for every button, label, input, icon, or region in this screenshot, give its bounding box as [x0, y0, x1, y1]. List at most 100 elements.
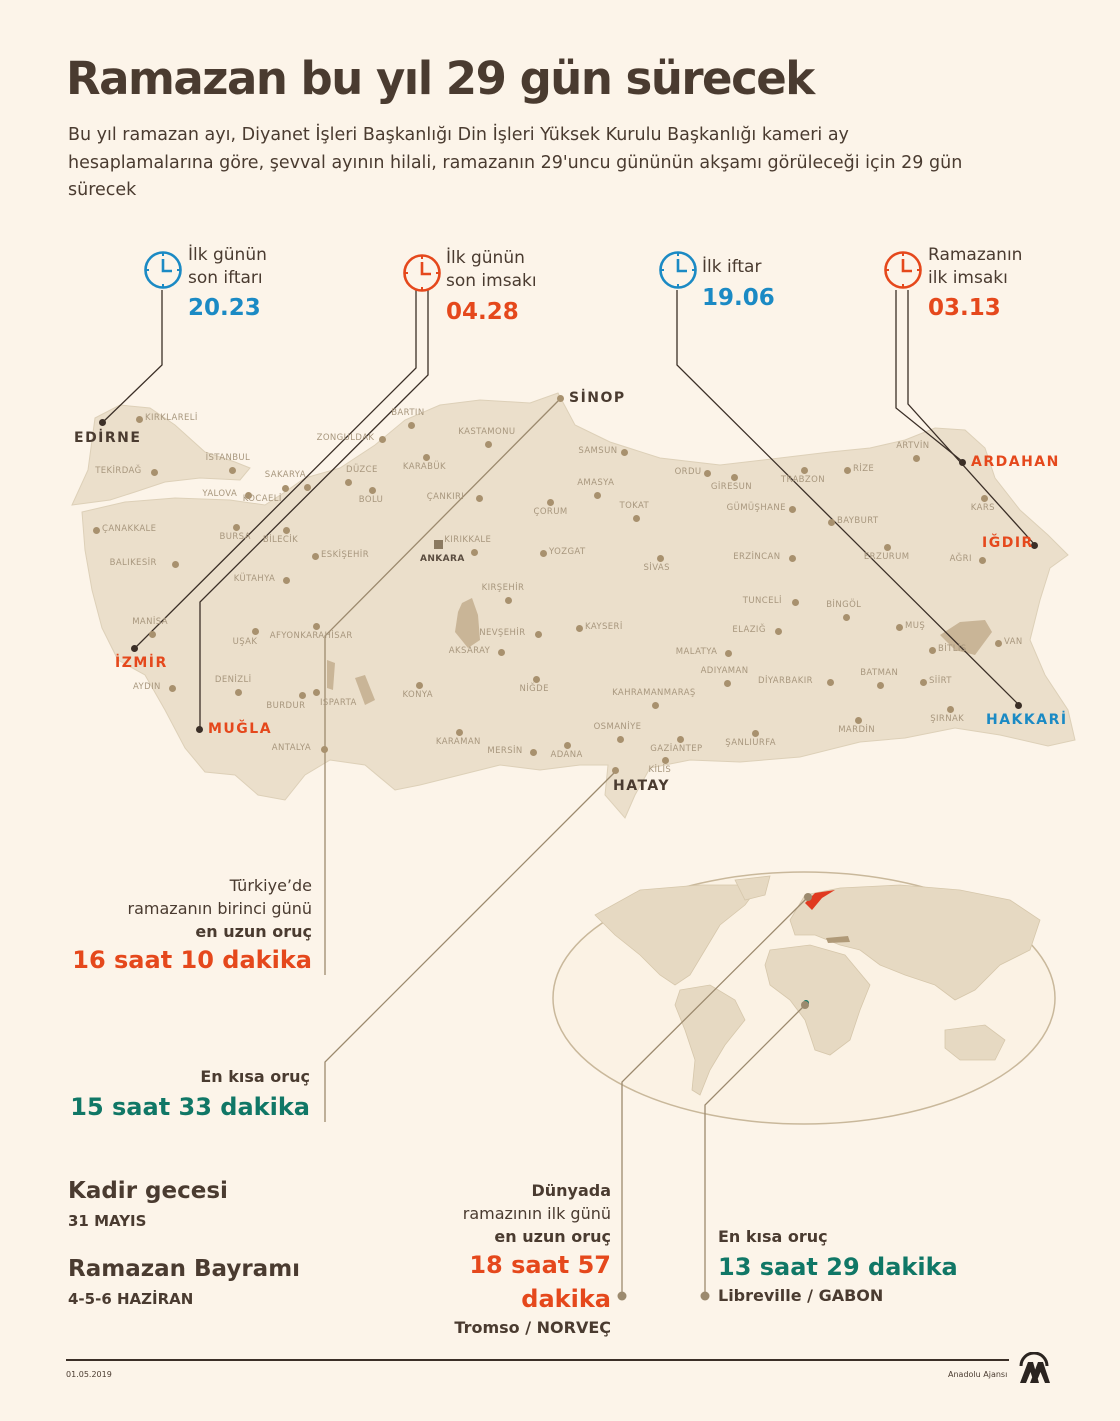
city-dot — [232, 523, 240, 531]
city-dot — [312, 688, 320, 696]
clock-value-3: 19.06 — [702, 285, 775, 311]
city-dot — [504, 596, 512, 604]
lake-tuz — [455, 598, 480, 648]
lake-egirdir — [327, 660, 335, 690]
city-label: BOLU — [358, 495, 384, 505]
mugla-dot — [196, 726, 203, 733]
city-dot — [774, 627, 782, 635]
city-dot — [994, 639, 1002, 647]
city-label: KÜTAHYA — [233, 574, 276, 584]
city-dot — [298, 691, 306, 699]
city-label: KIRIKKALE — [444, 535, 492, 545]
city-dot — [484, 440, 492, 448]
turkey-highlight — [826, 936, 850, 943]
city-dot — [311, 552, 319, 560]
city-dot — [751, 729, 759, 737]
city-dot — [378, 435, 386, 443]
city-label: ESKİŞEHİR — [321, 550, 370, 560]
turkey-shortest-fast: En kısa oruç 15 saat 33 dakika — [60, 1065, 310, 1124]
ankara-capital-marker — [434, 540, 443, 549]
city-dot — [651, 701, 659, 709]
intro-paragraph: Bu yıl ramazan ayı, Diyanet İşleri Başka… — [68, 125, 963, 200]
city-dot — [320, 745, 328, 753]
city-dot — [529, 748, 537, 756]
leader-line-igdir — [907, 290, 1036, 546]
city-dot — [148, 630, 156, 638]
city-dot — [724, 649, 732, 657]
city-label: GAZİANTEP — [650, 744, 703, 754]
world-longest-line3: en uzun oruç — [494, 1227, 611, 1246]
city-label: ISPARTA — [320, 698, 357, 708]
leader-line-sinop — [324, 397, 562, 975]
city-dot — [368, 486, 376, 494]
city-label: TOKAT — [619, 501, 650, 511]
city-dot — [876, 681, 884, 689]
city-label: SAMSUN — [578, 446, 618, 456]
city-label: DENİZLİ — [214, 675, 252, 685]
greenland — [734, 875, 771, 901]
city-label: MERSİN — [487, 746, 523, 756]
city-dot — [676, 735, 684, 743]
city-label: AĞRI — [949, 554, 972, 564]
city-dot — [791, 598, 799, 606]
city-dot — [928, 646, 936, 654]
city-dot — [282, 526, 290, 534]
page-title: Ramazan bu yıl 29 gün sürecek — [66, 52, 815, 105]
city-dot — [563, 741, 571, 749]
city-dot — [946, 705, 954, 713]
turkey-longest-value: 16 saat 10 dakika — [72, 946, 312, 974]
world-longest-line2: ramazının ilk günü — [462, 1204, 611, 1223]
city-dot — [475, 494, 483, 502]
city-label: ŞANLIURFA — [725, 738, 776, 748]
eurasia — [789, 884, 1041, 1001]
turkey-longest-line3: en uzun oruç — [195, 922, 312, 941]
city-dot — [800, 466, 808, 474]
city-label: BİLECİK — [262, 535, 299, 545]
kadir-date: 31 MAYIS — [68, 1212, 147, 1230]
city-dot — [788, 505, 796, 513]
world-shortest-label: En kısa oruç — [718, 1227, 828, 1246]
clock-label-4: Ramazanın ilk imsakı — [928, 244, 1022, 290]
footer-agency: Anadolu Ajansı — [948, 1370, 1008, 1379]
leader-line-libreville — [704, 1004, 806, 1296]
lake-van — [940, 620, 992, 655]
city-dot — [303, 483, 311, 491]
city-dot — [826, 678, 834, 686]
city-dot — [455, 728, 463, 736]
city-dot — [616, 735, 624, 743]
city-label: ANTALYA — [271, 743, 312, 753]
city-label: TEKİRDAĞ — [95, 466, 142, 476]
city-label: MARDİN — [838, 725, 876, 735]
city-label: ÇANAKKALE — [102, 524, 157, 534]
city-dot — [234, 688, 242, 696]
city-label: OSMANİYE — [593, 722, 642, 732]
label-mugla: MUĞLA — [208, 721, 273, 737]
clock-label-line2: son imsakı — [446, 271, 537, 291]
city-label: NİĞDE — [519, 684, 549, 694]
city-label: ÇORUM — [533, 507, 568, 517]
city-dot — [422, 453, 430, 461]
clock-label-line2: son iftarı — [188, 268, 263, 288]
city-dot — [92, 526, 100, 534]
city-dot — [703, 469, 711, 477]
city-label: ORDU — [674, 467, 702, 477]
city-dot — [980, 494, 988, 502]
city-dot — [344, 478, 352, 486]
world-shortest-fast: En kısa oruç 13 saat 29 dakika Librevill… — [718, 1225, 1018, 1307]
city-dot — [978, 556, 986, 564]
city-label: KARAMAN — [435, 737, 481, 747]
australia — [944, 1024, 1006, 1061]
city-label: MANİSA — [132, 617, 168, 627]
city-dot — [827, 518, 835, 526]
city-label: RİZE — [853, 464, 875, 474]
city-dot — [656, 554, 664, 562]
city-label: KOCAELİ — [242, 494, 282, 504]
clock-icon — [143, 250, 182, 289]
city-label: ADANA — [550, 750, 583, 760]
turkey-shortest-label: En kısa oruç — [200, 1067, 310, 1086]
city-dot — [251, 627, 259, 635]
tromso-end-dot — [617, 1291, 627, 1301]
label-igdir: IĞDIR — [982, 535, 1034, 551]
capital-label: ANKARA — [420, 554, 465, 564]
